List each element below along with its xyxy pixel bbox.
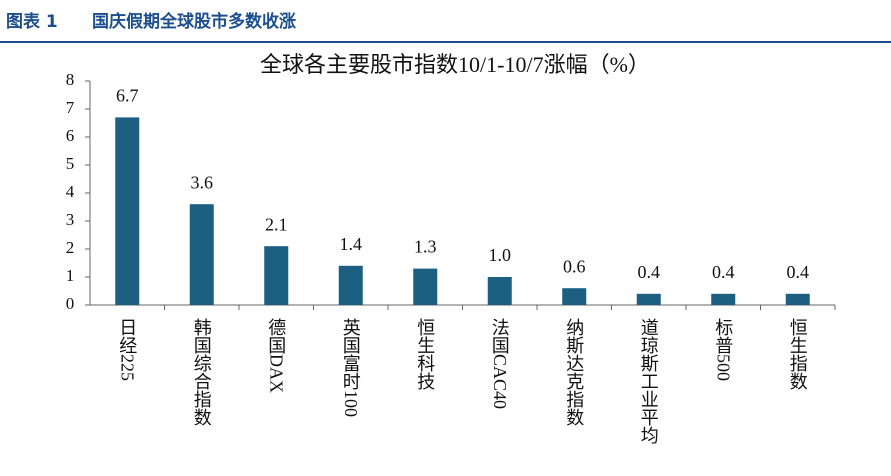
bar xyxy=(785,293,810,305)
value-label: 0.4 xyxy=(787,262,810,282)
y-tick-label: 1 xyxy=(66,266,75,285)
x-tick-label: 法国CAC40 xyxy=(490,318,510,409)
chart-title: 全球各主要股市指数10/1-10/7涨幅（%） xyxy=(260,52,650,77)
value-label: 1.0 xyxy=(489,245,512,265)
value-label: 0.6 xyxy=(563,256,586,276)
bar xyxy=(115,117,140,306)
bar xyxy=(636,293,661,305)
value-label: 3.6 xyxy=(191,172,214,192)
y-tick-label: 6 xyxy=(66,126,75,145)
x-tick-label: 英国富时100 xyxy=(341,318,361,417)
value-label: 0.4 xyxy=(712,262,735,282)
y-tick-label: 5 xyxy=(66,154,75,173)
x-tick-label: 韩国综合指数 xyxy=(192,318,212,426)
y-tick-label: 2 xyxy=(66,238,75,257)
bar xyxy=(562,288,587,305)
bar xyxy=(264,246,289,305)
x-tick-label: 恒生指数 xyxy=(788,318,808,390)
header-title: 国庆假期全球股市多数收涨 xyxy=(92,11,296,32)
y-tick-label: 4 xyxy=(66,182,75,201)
x-tick-label: 德国DAX xyxy=(266,318,286,393)
x-tick-label: 纳斯达克指数 xyxy=(564,318,584,426)
bar xyxy=(413,268,438,305)
bar xyxy=(487,277,512,305)
bar xyxy=(711,293,736,305)
value-label: 1.3 xyxy=(414,237,437,257)
header-label: 图表 1 xyxy=(6,11,58,32)
value-label: 2.1 xyxy=(265,214,288,234)
x-tick-label: 恒生科技 xyxy=(415,318,435,391)
y-tick-label: 3 xyxy=(66,210,75,229)
bar xyxy=(189,204,214,305)
y-tick-label: 8 xyxy=(66,70,75,89)
x-tick-label: 日经225 xyxy=(117,318,137,381)
bar xyxy=(338,265,363,305)
y-tick-label: 0 xyxy=(66,294,75,313)
value-label: 6.7 xyxy=(116,86,139,106)
x-tick-label: 道琼斯工业平均 xyxy=(639,318,659,445)
value-label: 1.4 xyxy=(340,234,363,254)
value-label: 0.4 xyxy=(638,262,661,282)
x-tick-label: 标普500 xyxy=(713,318,733,381)
y-tick-label: 7 xyxy=(66,98,75,117)
